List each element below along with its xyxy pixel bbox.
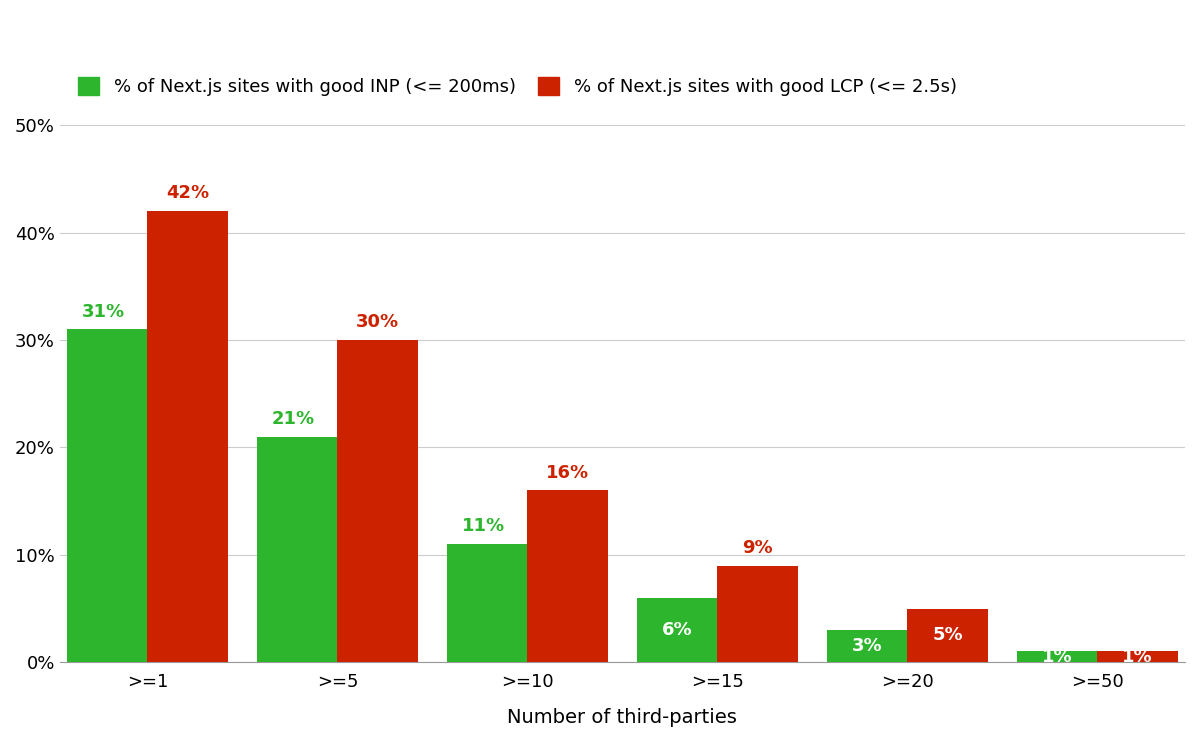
- Text: 16%: 16%: [546, 464, 589, 482]
- Bar: [527, 490, 607, 662]
- Bar: [148, 211, 228, 662]
- X-axis label: Number of third-parties: Number of third-parties: [508, 708, 737, 727]
- Bar: [337, 340, 418, 662]
- Text: 1%: 1%: [1042, 648, 1073, 666]
- Bar: [67, 329, 148, 662]
- Text: 9%: 9%: [743, 539, 773, 557]
- Text: 31%: 31%: [82, 303, 125, 321]
- Bar: [907, 608, 988, 662]
- Bar: [718, 565, 798, 662]
- Text: 11%: 11%: [462, 517, 505, 536]
- Bar: [1097, 651, 1177, 662]
- Text: 30%: 30%: [356, 313, 400, 332]
- Text: 5%: 5%: [932, 626, 962, 644]
- Text: 6%: 6%: [662, 621, 692, 639]
- Text: 3%: 3%: [852, 637, 882, 655]
- Text: 21%: 21%: [271, 410, 314, 428]
- Bar: [827, 630, 907, 662]
- Bar: [448, 544, 527, 662]
- Bar: [257, 436, 337, 662]
- Text: 1%: 1%: [1122, 648, 1153, 666]
- Text: 42%: 42%: [166, 185, 209, 203]
- Legend: % of Next.js sites with good INP (<= 200ms), % of Next.js sites with good LCP (<: % of Next.js sites with good INP (<= 200…: [68, 68, 966, 105]
- Bar: [637, 598, 718, 662]
- Bar: [1016, 651, 1097, 662]
